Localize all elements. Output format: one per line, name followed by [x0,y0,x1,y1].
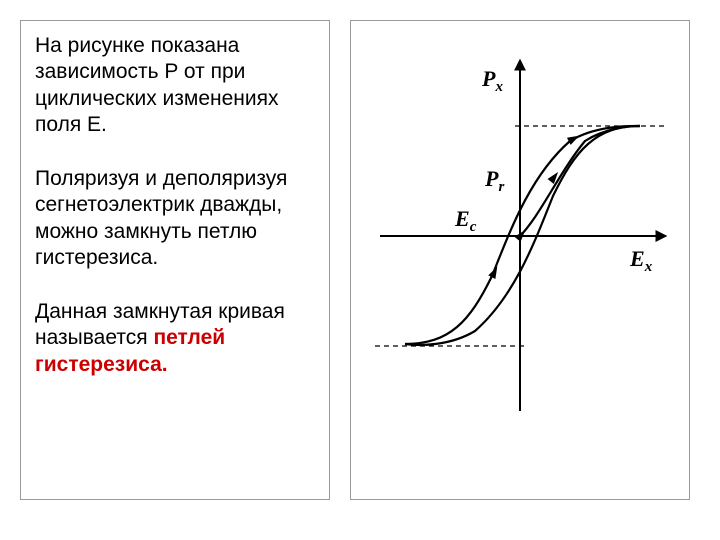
paragraph-3: Данная замкнутая кривая называется петле… [35,299,315,378]
paragraph-1: На рисунке показана зависимость P от при… [35,33,315,138]
text-panel: На рисунке показана зависимость P от при… [20,20,330,500]
paragraph-2: Поляризуя и деполяризуя сегнетоэлектрик … [35,166,315,271]
hysteresis-chart: PxExPrEc [370,51,670,421]
chart-panel: PxExPrEc [350,20,690,500]
